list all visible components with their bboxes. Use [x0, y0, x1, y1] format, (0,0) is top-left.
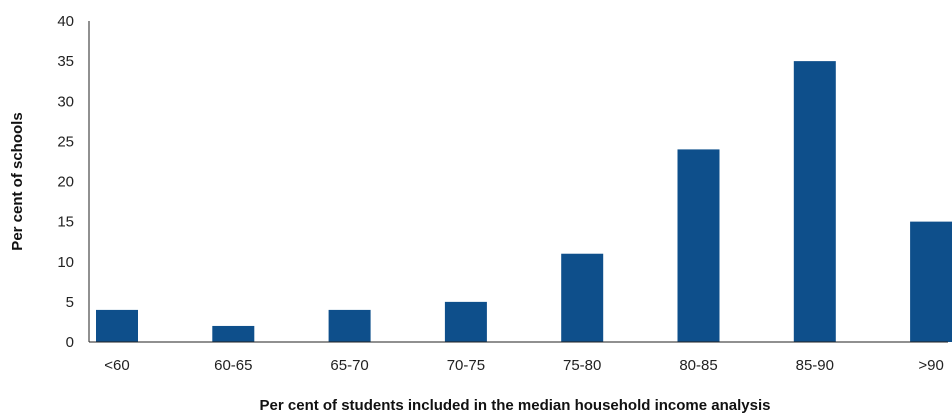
bar-80-85	[677, 149, 720, 342]
bars	[96, 61, 952, 342]
x-axis-ticks: <60 60-65 65-70 70-75 75-80 80-85 85-90 >90	[104, 357, 944, 374]
bar-70-75	[444, 301, 487, 342]
y-tick-label: 0	[66, 334, 74, 351]
bar-75-80	[561, 253, 604, 342]
x-tick-label: >90	[918, 357, 943, 374]
bar-60-65	[212, 325, 255, 342]
y-tick-label: 5	[66, 294, 74, 311]
y-tick-label: 30	[57, 93, 74, 110]
x-tick-label: 60-65	[214, 357, 252, 374]
y-tick-label: 25	[57, 133, 74, 150]
y-tick-label: 15	[57, 214, 74, 231]
bar-65-70	[328, 309, 371, 342]
x-tick-label: 80-85	[679, 357, 717, 374]
x-axis-title: Per cent of students included in the med…	[260, 397, 771, 414]
y-tick-label: 20	[57, 174, 74, 191]
y-axis-ticks: 0 5 10 15 20 25 30 35 40	[57, 13, 74, 351]
y-axis-title: Per cent of schools	[9, 112, 26, 250]
x-tick-label: <60	[104, 357, 129, 374]
bar-<60	[96, 309, 138, 342]
bar->90	[910, 221, 952, 342]
x-tick-label: 75-80	[563, 357, 601, 374]
y-tick-label: 40	[57, 13, 74, 30]
x-tick-label: 70-75	[447, 357, 485, 374]
x-tick-label: 65-70	[330, 357, 368, 374]
x-tick-label: 85-90	[796, 357, 834, 374]
y-tick-label: 35	[57, 53, 74, 70]
y-tick-label: 10	[57, 254, 74, 271]
bar-85-90	[793, 61, 836, 342]
